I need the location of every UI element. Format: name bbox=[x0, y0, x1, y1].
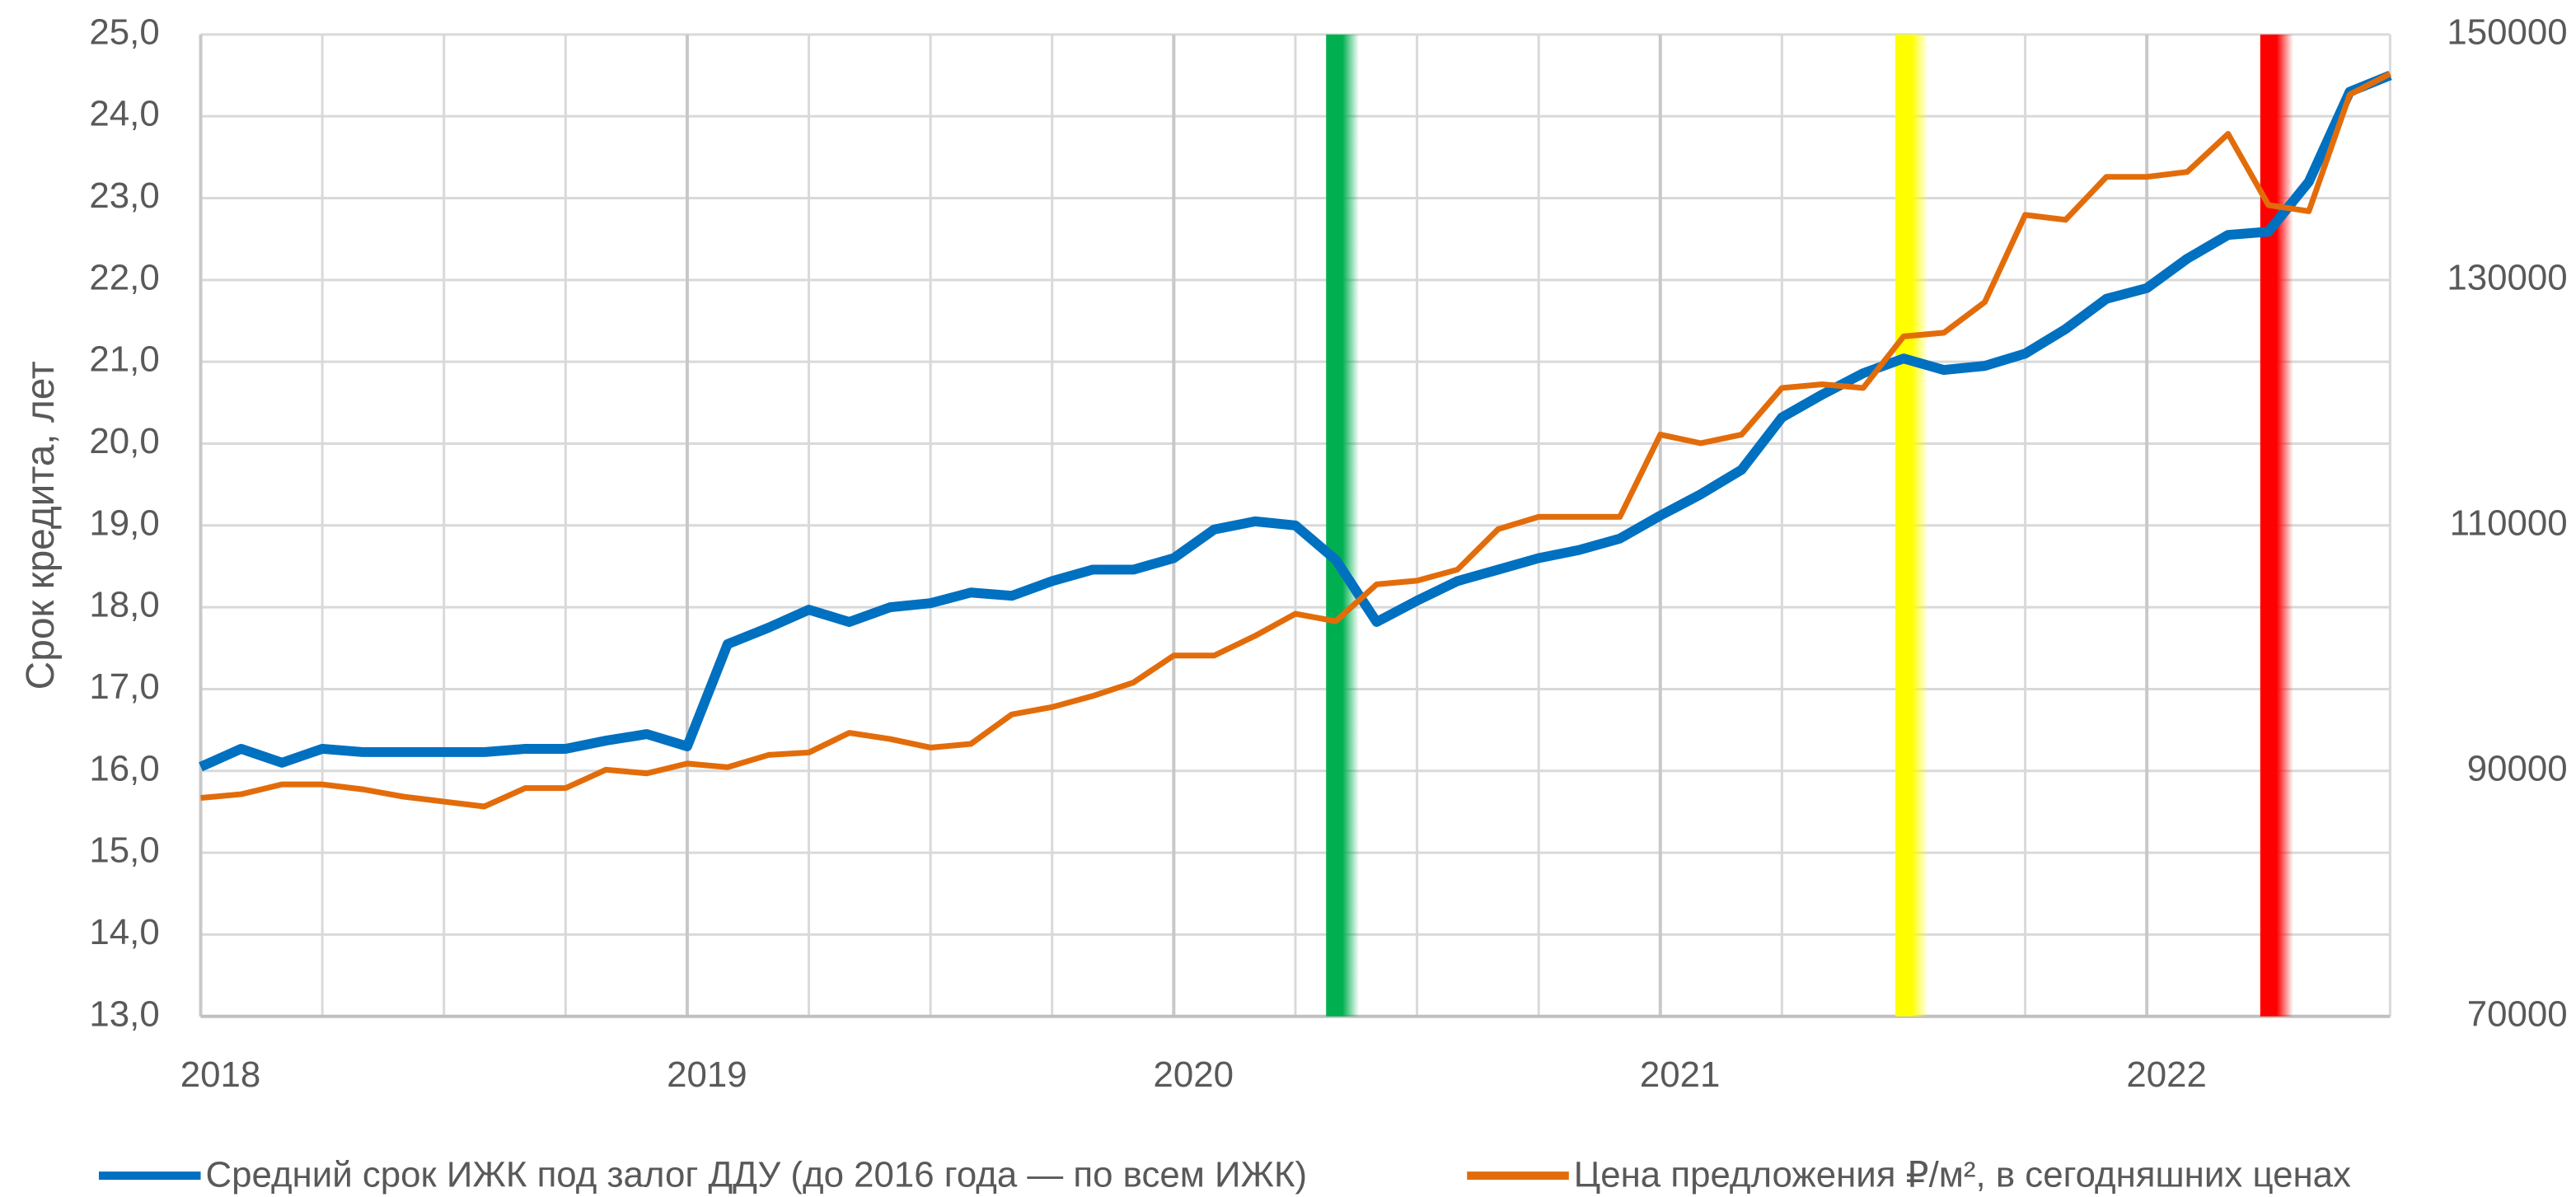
y-tick-label: 22,0 bbox=[89, 257, 159, 297]
y2-tick-label: 70000 bbox=[2467, 994, 2568, 1034]
y2-tick-label: 130000 bbox=[2447, 257, 2567, 297]
legend-label: Цена предложения ₽/м², в сегодняшних цен… bbox=[1574, 1155, 2351, 1195]
x-tick-label: 2022 bbox=[2126, 1054, 2207, 1095]
y-axis-label: Срок кредита, лет bbox=[19, 361, 63, 690]
legend-label: Средний срок ИЖК под залог ДДУ (до 2016 … bbox=[206, 1155, 1308, 1195]
y-tick-label: 19,0 bbox=[89, 503, 159, 543]
series-line bbox=[199, 70, 2392, 772]
y2-tick-label: 150000 bbox=[2447, 12, 2567, 52]
y-tick-label: 24,0 bbox=[89, 94, 159, 134]
series-line bbox=[200, 71, 2391, 810]
band bbox=[2260, 34, 2293, 1017]
y-tick-label: 25,0 bbox=[89, 12, 159, 52]
y-tick-label: 21,0 bbox=[89, 339, 159, 380]
y-tick-label: 23,0 bbox=[89, 175, 159, 216]
x-tick-label: 2020 bbox=[1154, 1054, 1234, 1095]
band bbox=[1326, 34, 1360, 1017]
y-tick-label: 13,0 bbox=[89, 994, 159, 1034]
y-tick-label: 17,0 bbox=[89, 666, 159, 707]
x-tick-label: 2019 bbox=[667, 1054, 747, 1095]
y2-tick-label: 110000 bbox=[2450, 503, 2568, 543]
y-tick-label: 16,0 bbox=[89, 748, 159, 788]
x-tick-label: 2018 bbox=[180, 1054, 261, 1095]
y-tick-label: 14,0 bbox=[89, 912, 159, 952]
y-tick-label: 18,0 bbox=[89, 585, 159, 625]
y-tick-label: 20,0 bbox=[89, 421, 159, 461]
x-tick-label: 2021 bbox=[1640, 1054, 1721, 1095]
band bbox=[1895, 34, 1928, 1017]
y2-tick-label: 90000 bbox=[2467, 748, 2568, 788]
y-tick-label: 15,0 bbox=[89, 830, 159, 871]
